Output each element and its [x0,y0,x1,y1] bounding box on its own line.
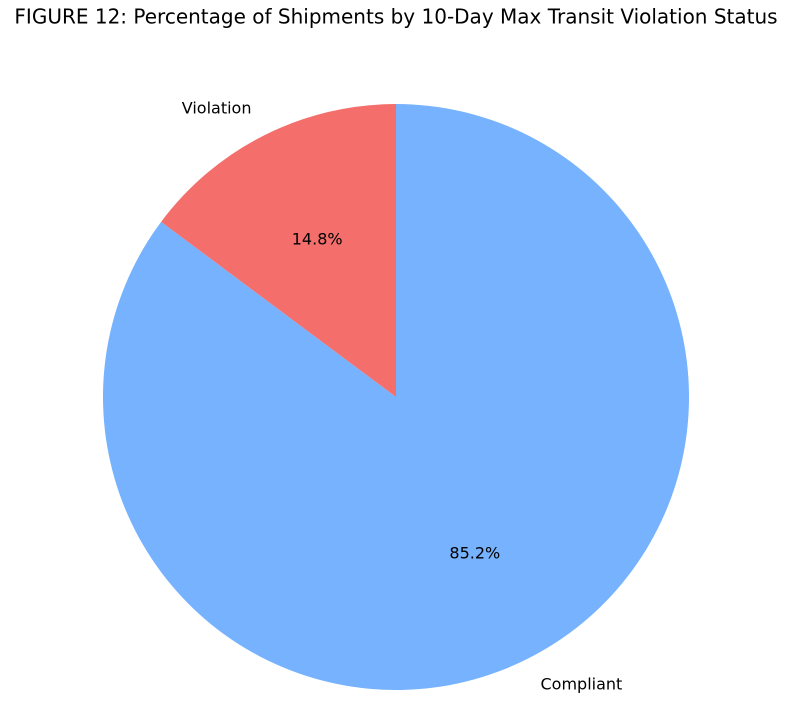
value-label: 85.2% [449,544,500,563]
pie-slice [103,104,690,690]
slice-label: Violation [182,98,252,117]
slice-label: Compliant [541,675,623,694]
value-label: 14.8% [292,229,343,248]
pie-slice [161,104,396,397]
chart-title: FIGURE 12: Percentage of Shipments by 10… [14,5,777,29]
